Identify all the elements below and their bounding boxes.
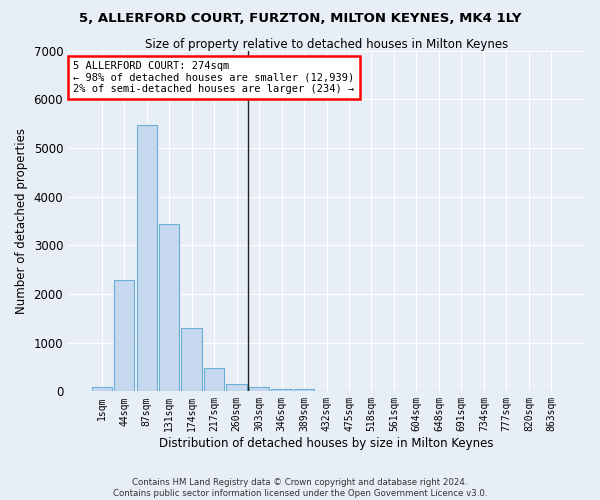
Text: Contains HM Land Registry data © Crown copyright and database right 2024.
Contai: Contains HM Land Registry data © Crown c… xyxy=(113,478,487,498)
Bar xyxy=(137,124,157,392)
Bar xyxy=(226,384,247,392)
Bar xyxy=(181,328,202,392)
Text: 5, ALLERFORD COURT, FURZTON, MILTON KEYNES, MK4 1LY: 5, ALLERFORD COURT, FURZTON, MILTON KEYN… xyxy=(79,12,521,26)
Bar xyxy=(204,368,224,392)
Bar xyxy=(294,390,314,392)
Title: Size of property relative to detached houses in Milton Keynes: Size of property relative to detached ho… xyxy=(145,38,508,51)
X-axis label: Distribution of detached houses by size in Milton Keynes: Distribution of detached houses by size … xyxy=(159,437,494,450)
Bar xyxy=(92,388,112,392)
Bar xyxy=(159,224,179,392)
Bar xyxy=(114,280,134,392)
Text: 5 ALLERFORD COURT: 274sqm
← 98% of detached houses are smaller (12,939)
2% of se: 5 ALLERFORD COURT: 274sqm ← 98% of detac… xyxy=(73,60,355,94)
Y-axis label: Number of detached properties: Number of detached properties xyxy=(15,128,28,314)
Bar xyxy=(271,388,292,392)
Bar xyxy=(249,387,269,392)
